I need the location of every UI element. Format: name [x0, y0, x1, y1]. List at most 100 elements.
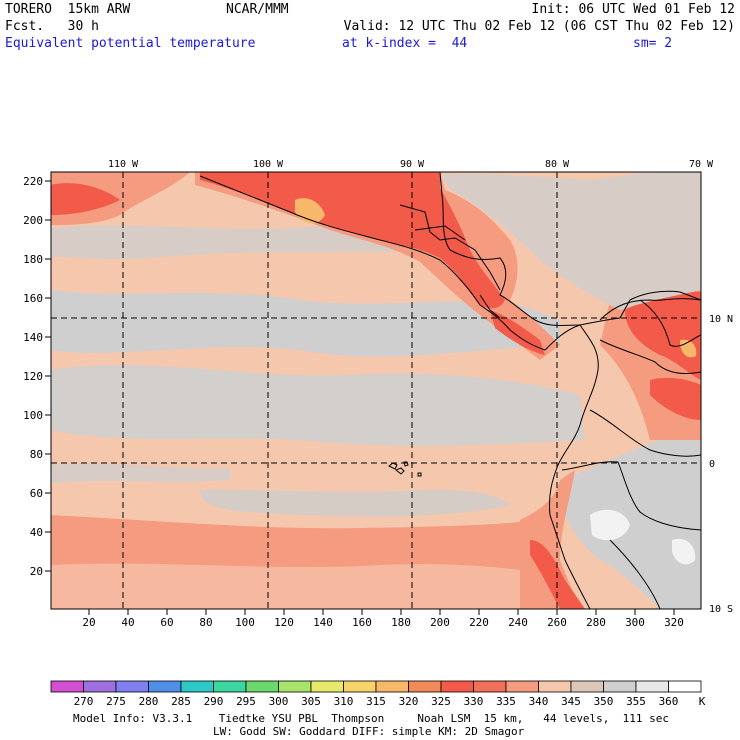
field-warm-band [520, 470, 580, 609]
x-tick-label: 60 [160, 616, 173, 629]
x-tick-label: 20 [82, 616, 95, 629]
y-tick-label: 80 [30, 448, 43, 461]
field-warm-band [195, 172, 560, 360]
lat-labels: 10 N 0 10 S [709, 314, 733, 615]
x-tick-label: 220 [469, 616, 489, 629]
colorbar-unit: K [699, 695, 706, 708]
model-info: Model Info: V3.3.1 Tiedtke YSU PBL Thomp… [73, 712, 670, 725]
coastlines [199, 172, 701, 609]
y-tick-label: 200 [23, 214, 43, 227]
lat-label: 10 S [709, 604, 733, 615]
colorbar-label: 280 [139, 695, 159, 708]
colorbar-swatch [440, 680, 474, 693]
colorbar-label: 355 [626, 695, 646, 708]
lat-lon-grid [51, 172, 701, 609]
colorbar-label: 320 [399, 695, 419, 708]
colorbar-label: 300 [269, 695, 289, 708]
x-tick-label: 260 [547, 616, 567, 629]
field-cool-band [51, 224, 432, 260]
y-tick-label: 140 [23, 331, 43, 344]
country-borders [589, 409, 701, 457]
lon-label: 70 W [689, 159, 714, 170]
south-america-west-coastline [549, 324, 599, 609]
field-hot-patch [51, 183, 120, 215]
country-borders [399, 204, 501, 291]
colorbar-swatch [148, 680, 182, 693]
colorbar-label: 315 [366, 695, 386, 708]
x-tick-label: 200 [430, 616, 450, 629]
lon-label: 110 W [108, 159, 139, 170]
valid-time: Valid: 12 UTC Thu 02 Feb 12 (06 CST Thu … [343, 19, 735, 34]
x-tick-label: 180 [391, 616, 411, 629]
colorbar-swatch [278, 680, 312, 693]
colorbar-swatch [343, 680, 377, 693]
colorbar-label: 330 [464, 695, 484, 708]
y-tick-label: 120 [23, 370, 43, 383]
x-tick-label: 100 [235, 616, 255, 629]
colorbar-swatch [115, 680, 149, 693]
field-cool-land [440, 172, 701, 310]
x-tick-label: 300 [625, 616, 645, 629]
organization: NCAR/MMM [226, 2, 289, 17]
country-borders [561, 461, 701, 531]
y-tick-label: 180 [23, 253, 43, 266]
colorbar-swatch [473, 680, 507, 693]
y-tick-label: 220 [23, 175, 43, 188]
field-coldest-patch [590, 509, 630, 541]
x-tick-label: 140 [313, 616, 333, 629]
x-tick-label: 80 [199, 616, 212, 629]
colorbar-swatch [310, 680, 344, 693]
colorbar-label: 295 [236, 695, 256, 708]
colorbar-label: 340 [529, 695, 549, 708]
country-borders [414, 225, 466, 241]
lat-label: 10 N [709, 314, 733, 325]
field-cool-band [51, 463, 230, 483]
field-cool-band [51, 290, 560, 357]
axis-ticks [45, 180, 675, 615]
lon-label: 80 W [545, 159, 570, 170]
colorbar-label: 275 [106, 695, 126, 708]
lon-label: 100 W [253, 159, 284, 170]
colorbar-label: 360 [659, 695, 679, 708]
vertical-level: at k-index = 44 [342, 36, 468, 51]
y-tick-label: 20 [30, 565, 43, 578]
y-tick-label: 160 [23, 292, 43, 305]
colorbar-swatch [603, 680, 637, 693]
colorbar-swatch [668, 680, 702, 693]
colorbar-swatch [245, 680, 279, 693]
country-borders [599, 339, 701, 375]
colorbar-swatch [180, 680, 214, 693]
pacific-coastline [199, 175, 701, 351]
y-tick-label: 60 [30, 487, 43, 500]
colorbar-label: 310 [334, 695, 354, 708]
field-hot-patch [625, 291, 701, 380]
colorbar-label: 305 [301, 695, 321, 708]
galapagos-islands [388, 461, 422, 477]
country-borders [639, 299, 701, 347]
colorbar [50, 680, 702, 693]
colorbar-label: 325 [431, 695, 451, 708]
colorbar-swatch [635, 680, 669, 693]
map-frame [50, 171, 702, 610]
country-borders [609, 539, 661, 609]
field-cool-band [200, 489, 510, 517]
x-tick-label: 240 [508, 616, 528, 629]
field-warm-band [51, 563, 525, 609]
colorbar-swatch [83, 680, 117, 693]
colorbar-label: 270 [74, 695, 94, 708]
colorbar-label: 335 [496, 695, 516, 708]
physics-info: LW: Godd SW: Goddard DIFF: simple KM: 2D… [213, 725, 525, 738]
y-tick-label: 40 [30, 526, 43, 539]
colorbar-swatch [375, 680, 409, 693]
x-grid-labels: 20 40 60 80 100 120 140 160 180 200 220 … [82, 616, 684, 629]
colorbar-swatch [505, 680, 539, 693]
lon-labels: 110 W 100 W 90 W 80 W 70 W [108, 159, 714, 170]
lat-label: 0 [709, 459, 715, 470]
y-tick-label: 100 [23, 409, 43, 422]
field-name: Equivalent potential temperature [5, 36, 256, 51]
country-borders [479, 294, 501, 319]
init-time: Init: 06 UTC Wed 01 Feb 12 [531, 2, 736, 17]
theta-e-field [51, 172, 701, 609]
x-tick-label: 40 [121, 616, 134, 629]
